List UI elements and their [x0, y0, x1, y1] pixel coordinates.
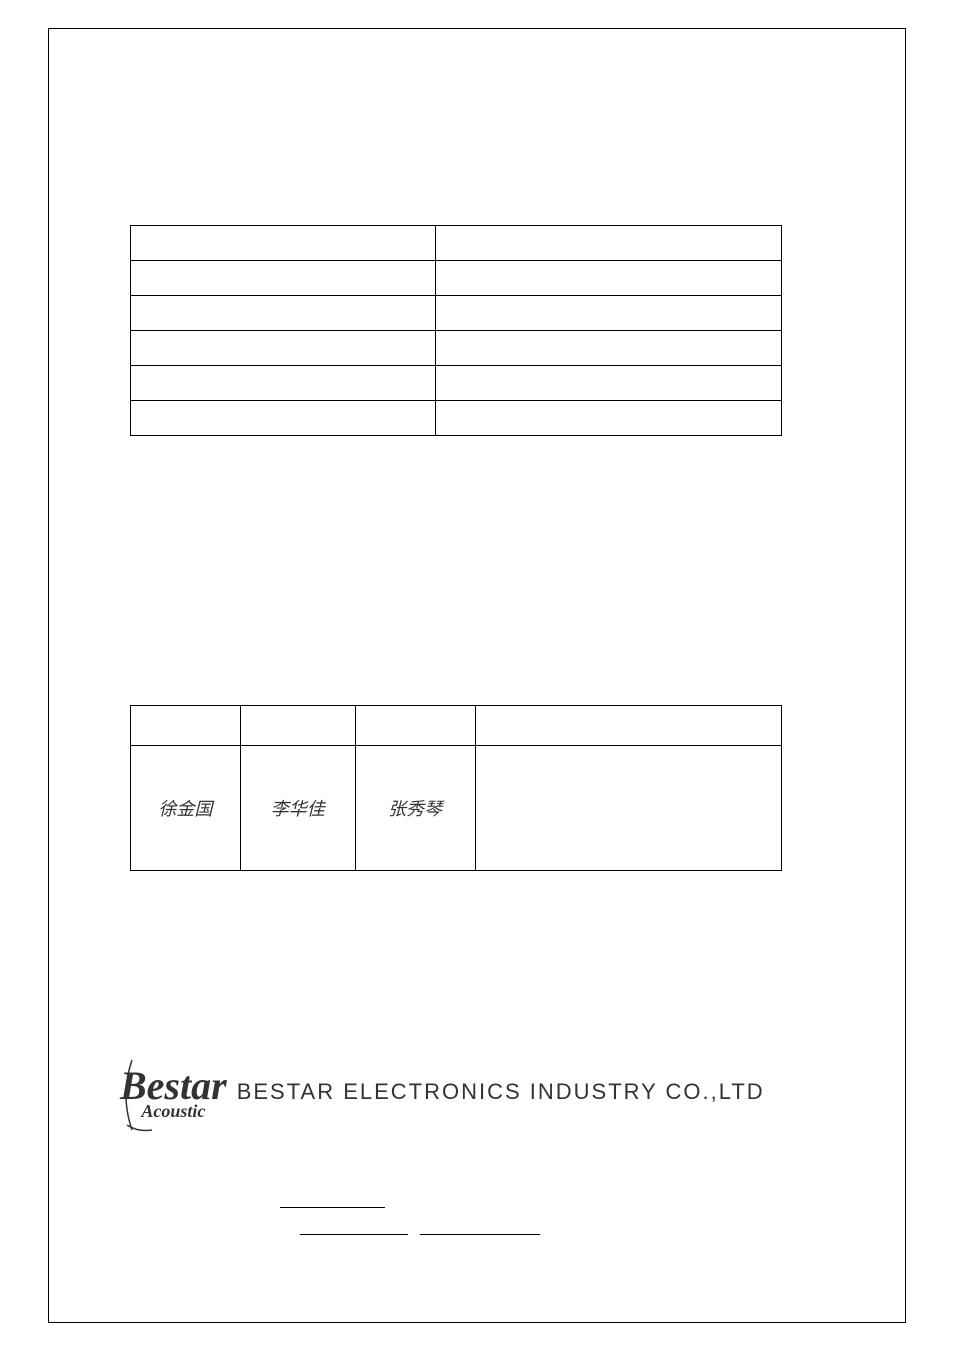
signature-cell: 张秀琴: [355, 746, 475, 871]
logo-area: Bestar Acoustic BESTAR ELECTRONICS INDUS…: [120, 1062, 765, 1122]
table-cell: [435, 366, 781, 401]
table-row: [131, 226, 782, 261]
table-header-cell: [131, 706, 241, 746]
underline-2: [300, 1234, 408, 1235]
table-cell: [131, 331, 436, 366]
table-header-cell: [475, 706, 782, 746]
table-row: [131, 401, 782, 436]
table-row: [131, 296, 782, 331]
signature-1: 徐金国: [158, 799, 212, 819]
spec-table: [130, 225, 782, 436]
table-cell: [435, 296, 781, 331]
company-name: BESTAR ELECTRONICS INDUSTRY CO.,LTD: [237, 1079, 765, 1105]
signature-3: 张秀琴: [388, 799, 442, 819]
table-row: [131, 331, 782, 366]
table-cell: [131, 401, 436, 436]
table-cell: [435, 226, 781, 261]
table-cell: [131, 296, 436, 331]
table-row: 徐金国 李华佳 张秀琴: [131, 746, 782, 871]
logo-brand: Bestar: [120, 1062, 227, 1109]
table-cell: [435, 331, 781, 366]
table-cell: [435, 401, 781, 436]
table-row: [131, 366, 782, 401]
logo-text-block: Bestar Acoustic: [120, 1062, 227, 1122]
table-cell: [435, 261, 781, 296]
approval-table: 徐金国 李华佳 张秀琴: [130, 705, 782, 871]
table-cell: [131, 261, 436, 296]
underline-1: [280, 1207, 385, 1208]
table-cell: [131, 226, 436, 261]
table-header-cell: [240, 706, 355, 746]
table-cell: [131, 366, 436, 401]
page-border: [48, 28, 906, 1323]
signature-cell: 徐金国: [131, 746, 241, 871]
signature-cell: [475, 746, 782, 871]
signature-cell: 李华佳: [240, 746, 355, 871]
table-row: [131, 261, 782, 296]
underline-3: [420, 1234, 540, 1235]
table-row: [131, 706, 782, 746]
signature-2: 李华佳: [271, 799, 325, 819]
table-header-cell: [355, 706, 475, 746]
